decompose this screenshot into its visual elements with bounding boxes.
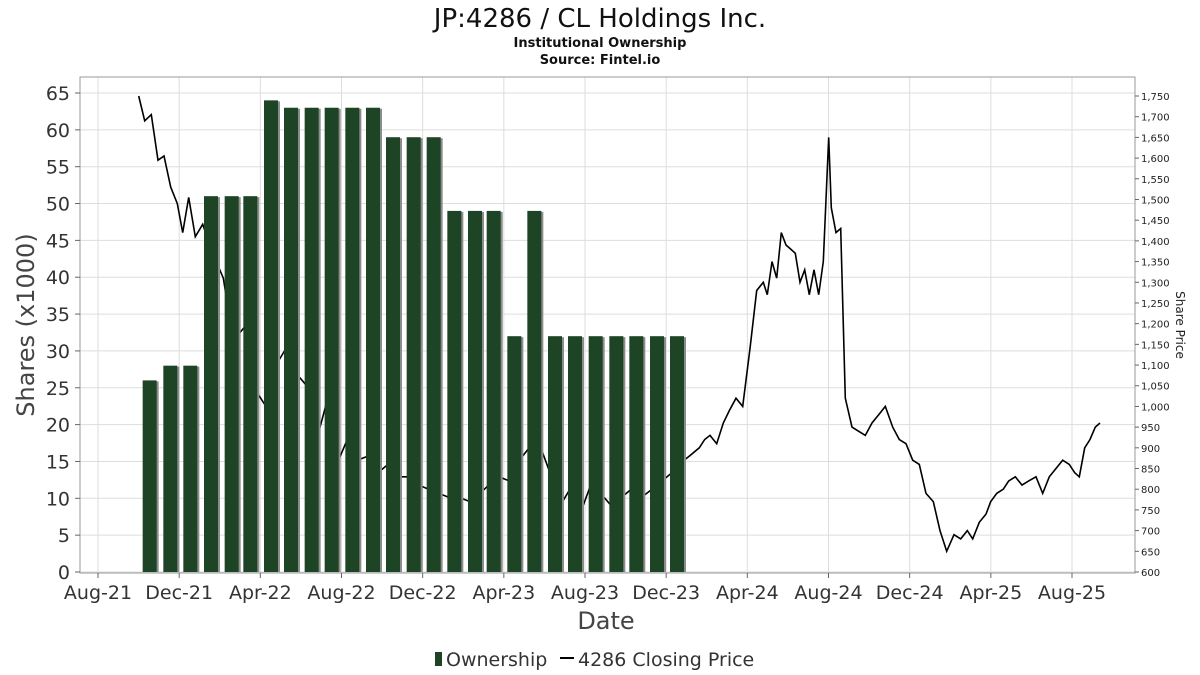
right-axis-ticks: 600 650 700 750 800 850 900 950 1,000 1,050 1,100 1…: [1135, 92, 1170, 579]
y2-tick-label: 1,600: [1141, 154, 1170, 165]
y2-tick-label: 950: [1141, 423, 1160, 434]
bar: [609, 336, 624, 572]
bar: [284, 107, 298, 572]
y2-tick-label: 1,050: [1141, 382, 1170, 393]
x-tick-label: Apr-24: [716, 582, 779, 604]
y2-tick-label: 1,550: [1141, 175, 1170, 186]
bar: [468, 210, 482, 572]
chart-subtitle: Institutional Ownership: [514, 36, 687, 51]
x-axis-ticks: Aug-21 Dec-21 Apr-22 Aug-22 Dec-22 Apr-23 Aug-…: [64, 573, 1106, 604]
bar: [224, 196, 239, 572]
y2-tick-label: 1,300: [1141, 278, 1170, 289]
bar: [366, 107, 380, 572]
bar: [243, 196, 258, 572]
x-tick-label: Dec-21: [145, 582, 213, 604]
left-axis-ticks: 0 5 10 15 20 25 30 35 40 45 50 55 60 65: [46, 83, 80, 584]
bar: [447, 210, 462, 572]
legend-ownership-label: Ownership: [446, 649, 547, 671]
bar: [304, 107, 319, 572]
bar: [568, 336, 582, 572]
x-tick-label: Dec-24: [876, 582, 944, 604]
y2-tick-label: 850: [1141, 465, 1160, 476]
x-tick-label: Aug-24: [794, 582, 862, 604]
y2-tick-label: 1,150: [1141, 340, 1170, 351]
bar: [650, 336, 664, 572]
y-tick-label: 35: [46, 304, 70, 326]
y2-tick-label: 600: [1141, 568, 1160, 579]
x-axis-label: Date: [577, 607, 634, 635]
x-tick-label: Aug-21: [64, 582, 132, 604]
bar: [183, 365, 198, 572]
x-tick-label: Apr-23: [472, 582, 535, 604]
y-tick-label: 45: [46, 230, 70, 252]
y2-tick-label: 800: [1141, 485, 1160, 496]
x-tick-label: Aug-23: [551, 582, 619, 604]
y2-tick-label: 1,350: [1141, 258, 1170, 269]
y2-tick-label: 1,500: [1141, 195, 1170, 206]
x-tick-label: Apr-25: [959, 582, 1022, 604]
y2-tick-label: 650: [1141, 547, 1160, 558]
bar: [163, 365, 178, 572]
y2-tick-label: 1,450: [1141, 216, 1170, 227]
y-tick-label: 0: [58, 562, 70, 584]
y2-axis-label: Share Price: [1173, 291, 1187, 359]
y-tick-label: 10: [46, 488, 70, 510]
bar: [406, 137, 421, 572]
bar: [426, 137, 441, 572]
ownership-bars: [142, 100, 686, 572]
bar: [548, 336, 562, 572]
y2-tick-label: 1,000: [1141, 402, 1170, 413]
y2-tick-label: 1,400: [1141, 237, 1170, 248]
legend-ownership-swatch: [435, 652, 442, 666]
bar: [629, 336, 644, 572]
y2-tick-label: 1,100: [1141, 361, 1170, 372]
x-tick-label: Dec-23: [632, 582, 700, 604]
y-tick-label: 50: [46, 194, 70, 216]
y2-tick-label: 1,250: [1141, 299, 1170, 310]
y2-tick-label: 1,750: [1141, 92, 1170, 103]
y-tick-label: 20: [46, 415, 70, 437]
y-tick-label: 25: [46, 378, 70, 400]
bar: [345, 107, 360, 572]
chart-source: Source: Fintel.io: [540, 53, 661, 68]
bar: [588, 336, 603, 572]
y-tick-label: 5: [58, 525, 70, 547]
y2-tick-label: 1,200: [1141, 320, 1170, 331]
bar: [486, 210, 501, 572]
bar: [670, 336, 684, 572]
bar: [142, 380, 157, 572]
legend-price-label: 4286 Closing Price: [578, 649, 754, 671]
bar: [386, 137, 400, 572]
chart-title: JP:4286 / CL Holdings Inc.: [432, 4, 766, 34]
bar: [204, 196, 218, 572]
bar: [264, 100, 278, 572]
x-tick-label: Aug-22: [307, 582, 375, 604]
bar: [324, 107, 339, 572]
plot-frame: [79, 76, 1136, 574]
bar: [507, 336, 522, 572]
y-axis-label: Shares (x1000): [12, 233, 40, 416]
y-tick-label: 65: [46, 83, 70, 105]
y-tick-label: 40: [46, 267, 70, 289]
y2-tick-label: 900: [1141, 444, 1160, 455]
y2-tick-label: 1,700: [1141, 113, 1170, 124]
x-tick-label: Apr-22: [229, 582, 292, 604]
y2-tick-label: 700: [1141, 527, 1160, 538]
legend: Ownership 4286 Closing Price: [435, 649, 754, 671]
y-tick-label: 60: [46, 120, 70, 142]
x-tick-label: Dec-22: [389, 582, 457, 604]
y-tick-label: 15: [46, 451, 70, 473]
y-tick-label: 30: [46, 341, 70, 363]
x-tick-label: Aug-25: [1038, 582, 1106, 604]
y2-tick-label: 750: [1141, 506, 1160, 517]
bar: [527, 210, 542, 572]
y2-tick-label: 1,650: [1141, 133, 1170, 144]
y-tick-label: 55: [46, 157, 70, 179]
